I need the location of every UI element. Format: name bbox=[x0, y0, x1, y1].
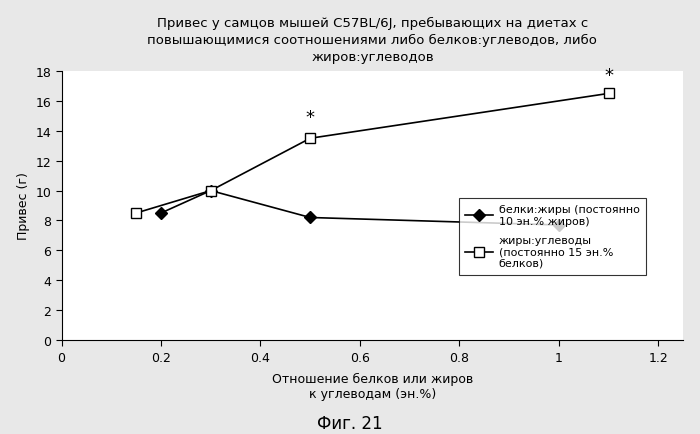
Text: Фиг. 21: Фиг. 21 bbox=[317, 414, 383, 432]
белки:жиры (постоянно
10 эн.% жиров) bbox=[206, 188, 215, 194]
белки:жиры (постоянно
10 эн.% жиров) bbox=[306, 215, 314, 220]
жиры:углеводы
(постоянно 15 эн.%
белков) bbox=[132, 211, 140, 216]
Line: жиры:углеводы
(постоянно 15 эн.%
белков): жиры:углеводы (постоянно 15 эн.% белков) bbox=[132, 89, 614, 218]
белки:жиры (постоянно
10 эн.% жиров) bbox=[157, 211, 165, 216]
Line: белки:жиры (постоянно
10 эн.% жиров): белки:жиры (постоянно 10 эн.% жиров) bbox=[157, 187, 563, 230]
жиры:углеводы
(постоянно 15 эн.%
белков) bbox=[306, 136, 314, 141]
Text: *: * bbox=[604, 67, 613, 85]
Legend: белки:жиры (постоянно
10 эн.% жиров), жиры:углеводы
(постоянно 15 эн.%
белков): белки:жиры (постоянно 10 эн.% жиров), жи… bbox=[458, 198, 646, 275]
Y-axis label: Привес (г): Привес (г) bbox=[17, 172, 29, 240]
жиры:углеводы
(постоянно 15 эн.%
белков) bbox=[605, 92, 613, 97]
X-axis label: Отношение белков или жиров
к углеводам (эн.%): Отношение белков или жиров к углеводам (… bbox=[272, 372, 473, 400]
белки:жиры (постоянно
10 эн.% жиров) bbox=[555, 223, 564, 228]
Title: Привес у самцов мышей C57BL/6J, пребывающих на диетах с
повышающимися соотношени: Привес у самцов мышей C57BL/6J, пребываю… bbox=[148, 16, 597, 64]
Text: *: * bbox=[306, 109, 315, 127]
жиры:углеводы
(постоянно 15 эн.%
белков) bbox=[206, 188, 215, 194]
